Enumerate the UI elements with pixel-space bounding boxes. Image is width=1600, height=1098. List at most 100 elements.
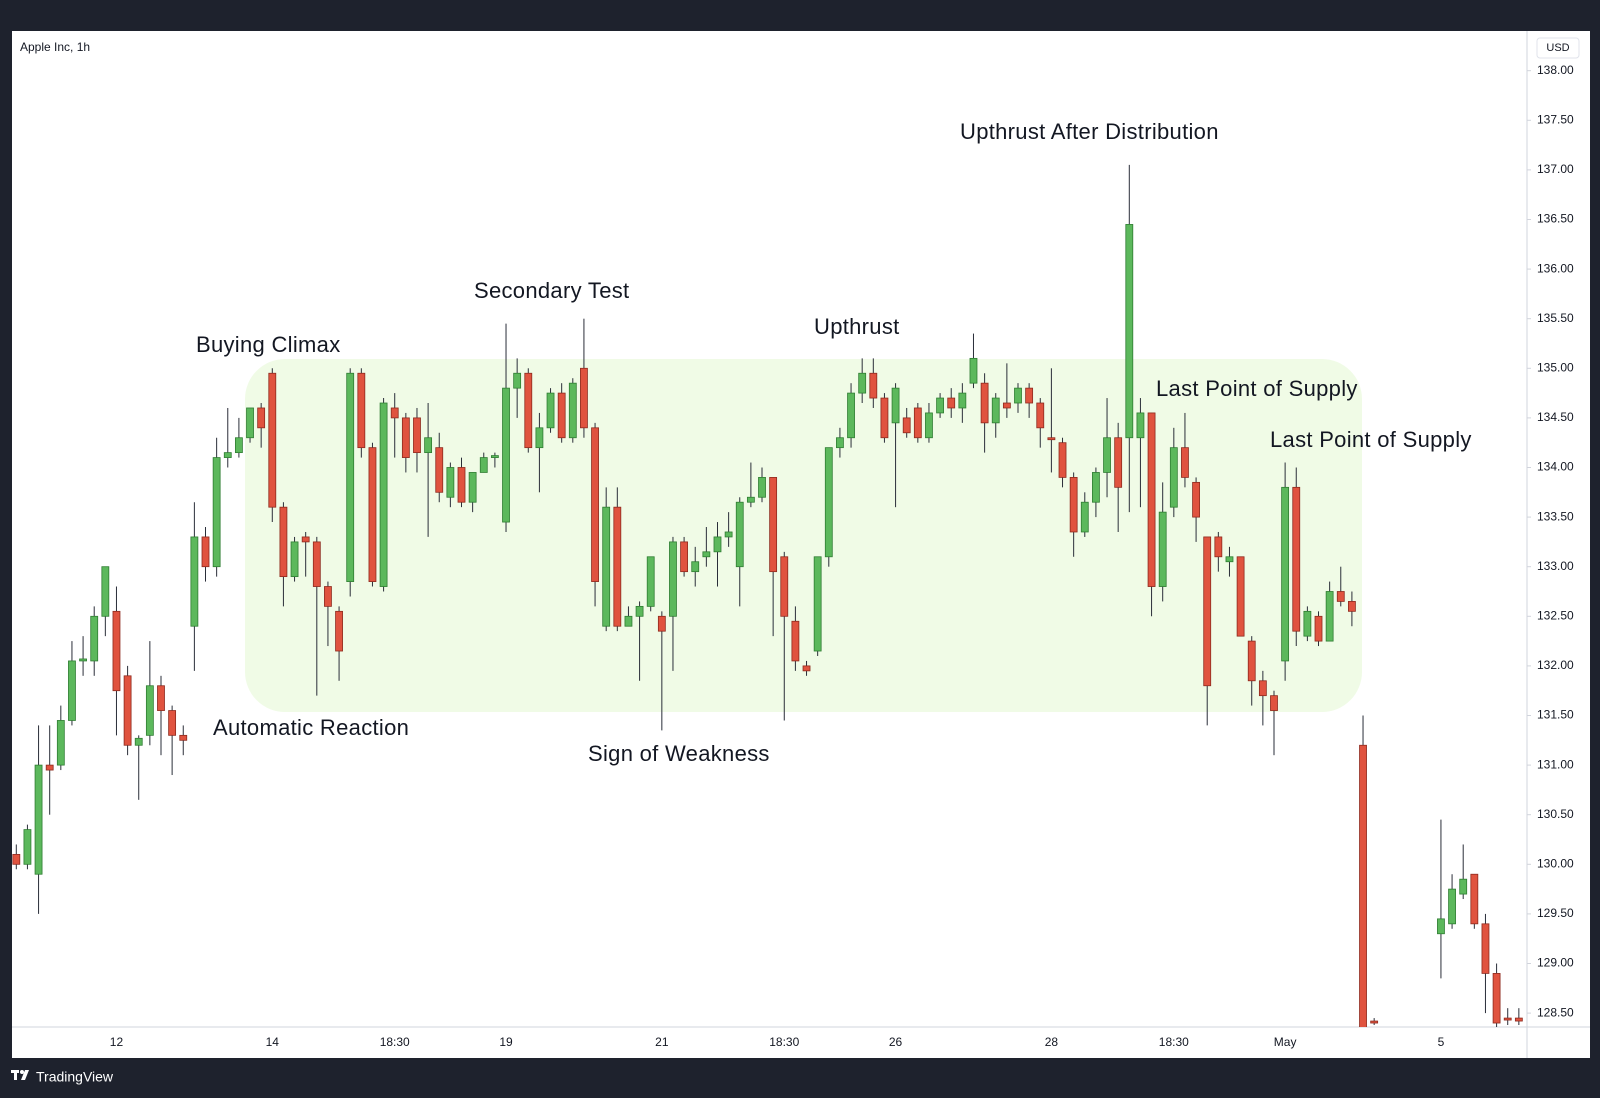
candle-body [123, 675, 132, 746]
brand-logo [11, 1070, 29, 1080]
candle-body [568, 382, 577, 439]
annotation: Last Point of Supply [1270, 427, 1472, 452]
candle-body [212, 457, 221, 568]
candle-body [691, 561, 700, 573]
candle-body [802, 665, 811, 672]
candle-body [769, 477, 778, 573]
candle-body [312, 541, 321, 587]
candle-body [1080, 501, 1089, 533]
candle-body [680, 541, 688, 573]
candle-body [223, 452, 232, 458]
candle-body [301, 536, 310, 543]
candle-body [513, 372, 522, 389]
candle-body [1247, 640, 1256, 682]
candle-body [279, 506, 288, 578]
candle-body [1225, 556, 1234, 563]
y-tick-label: 130.50 [1537, 807, 1574, 821]
candle-body [1503, 1017, 1512, 1021]
y-tick-label: 131.00 [1537, 757, 1574, 771]
candle-body [1014, 387, 1022, 404]
candle-body [1058, 442, 1067, 478]
x-tick-label: 14 [266, 1035, 280, 1049]
x-tick-label: 28 [1045, 1035, 1059, 1049]
candle-body [958, 392, 967, 409]
candle-body [724, 531, 733, 538]
candle-body [869, 372, 878, 399]
candle-body [613, 506, 622, 627]
candle-body [368, 447, 377, 582]
candle-body [45, 764, 54, 771]
y-tick-label: 135.00 [1537, 360, 1574, 374]
candle-body [1348, 601, 1356, 612]
currency: USD [1546, 42, 1569, 54]
candle-body [1459, 878, 1468, 895]
candle-body [101, 566, 110, 617]
candle-body [1448, 888, 1456, 925]
candle-body [913, 407, 922, 439]
y-tick-label: 134.00 [1537, 460, 1574, 474]
candle-body [479, 457, 488, 473]
candle-body [56, 720, 65, 766]
candle-body [735, 501, 744, 568]
y-tick-label: 137.00 [1537, 162, 1574, 176]
candle-body [1002, 402, 1011, 409]
candle-body [635, 605, 644, 617]
candle-body [1481, 923, 1490, 974]
candle-body [1236, 556, 1245, 637]
candle-body [646, 556, 655, 607]
candle-body [457, 467, 466, 503]
candle-body [290, 541, 299, 578]
candle-body [758, 477, 766, 498]
candle-body [424, 437, 433, 454]
candles [12, 164, 1523, 1027]
candle-body [891, 387, 900, 424]
candle-body [1036, 402, 1045, 429]
x-tick-label: 26 [889, 1035, 903, 1049]
candle-body [201, 536, 210, 568]
candle-body [1492, 973, 1501, 1024]
candle-body [546, 392, 555, 429]
candle-body [1136, 412, 1145, 439]
currency-box [1536, 37, 1580, 59]
candle-body [1314, 615, 1323, 642]
candle-body [1025, 387, 1034, 404]
candle-body [90, 615, 99, 662]
x-tick-label: 18:30 [380, 1035, 410, 1049]
brand: TradingView [36, 1069, 114, 1085]
y-tick-label: 133.00 [1537, 559, 1574, 573]
candle-body [246, 407, 254, 439]
y-tick-label: 136.50 [1537, 212, 1574, 226]
candle-body [1192, 481, 1200, 518]
x-tick-label: May [1274, 1035, 1297, 1049]
candle-body [858, 372, 867, 394]
candle-body [1125, 224, 1134, 439]
candle-body [1069, 477, 1078, 533]
candle-body [468, 472, 477, 503]
candle-body [1281, 486, 1290, 662]
x-tick-label: 18:30 [769, 1035, 799, 1049]
candle-body [880, 397, 889, 439]
candle-body [591, 427, 599, 582]
candle-body [379, 402, 388, 587]
candle-body [34, 764, 43, 875]
candle-body [234, 437, 243, 454]
candle-body [1158, 511, 1167, 587]
x-tick-label: 19 [499, 1035, 513, 1049]
y-tick-label: 129.50 [1537, 906, 1574, 920]
candle-body [836, 437, 844, 449]
candle-body [713, 536, 722, 553]
y-tick-label: 128.50 [1537, 1005, 1574, 1019]
y-tick-label: 132.00 [1537, 658, 1574, 672]
candle-body [435, 447, 444, 493]
chart-title: Apple Inc, 1h [20, 40, 90, 54]
candle-body [490, 455, 499, 458]
annotation: Upthrust After Distribution [960, 119, 1219, 144]
y-tick-label: 133.50 [1537, 509, 1574, 523]
candle-body [1470, 873, 1479, 925]
candle-body [824, 447, 833, 558]
candle-body [746, 496, 755, 503]
candle-body [168, 710, 177, 736]
candle-body [1370, 1020, 1379, 1024]
